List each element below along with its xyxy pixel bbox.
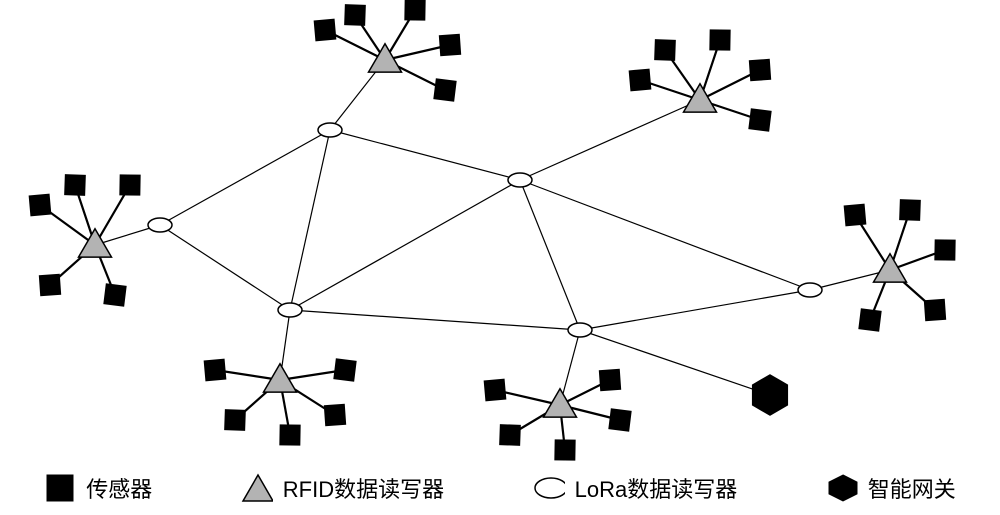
- lora-node: [318, 123, 342, 137]
- sensor-node: [859, 309, 881, 331]
- sensor-node: [345, 5, 366, 26]
- legend-label: 智能网关: [868, 472, 956, 504]
- rfid-node: [874, 254, 907, 282]
- sensor-node: [405, 0, 425, 20]
- sensor-node: [935, 240, 955, 260]
- legend-label: RFID数据读写器: [283, 472, 444, 504]
- lora-node: [508, 173, 532, 187]
- sensor-node: [710, 30, 730, 50]
- lora-node: [568, 323, 592, 337]
- sensor-node: [609, 409, 631, 431]
- sensor-node: [39, 274, 60, 295]
- square-icon: [44, 472, 76, 504]
- legend-item-gateway: 智能网关: [826, 472, 956, 504]
- sensor-node: [500, 425, 521, 446]
- gateway-node: [753, 375, 788, 415]
- ellipse-icon: [533, 472, 565, 504]
- legend-label: 传感器: [86, 472, 152, 504]
- lora-node: [798, 283, 822, 297]
- lora-node: [278, 303, 302, 317]
- sensor-node: [900, 200, 921, 221]
- legend: 传感器 RFID数据读写器 LoRa数据读写器 智能网关: [0, 460, 1000, 515]
- sensor-node: [555, 440, 575, 460]
- sensor-node: [484, 379, 506, 401]
- triangle-icon: [241, 472, 273, 504]
- sensor-node: [434, 79, 456, 101]
- sensor-node: [65, 175, 86, 196]
- sensor-node: [655, 40, 676, 61]
- sensor-node: [844, 204, 866, 226]
- sensor-node: [280, 425, 300, 445]
- legend-item-sensor: 传感器: [44, 472, 152, 504]
- hexagon-icon: [826, 472, 858, 504]
- sensor-node: [29, 194, 51, 216]
- sensor-node: [334, 359, 356, 381]
- sensor-node: [104, 284, 126, 306]
- sensor-node: [749, 109, 771, 131]
- sensor-node: [924, 299, 945, 320]
- sensor-node: [439, 34, 460, 55]
- sensor-node: [120, 175, 140, 195]
- legend-label: LoRa数据读写器: [575, 472, 738, 504]
- lora-node: [148, 218, 172, 232]
- sensor-node: [314, 19, 336, 41]
- rfid-node: [684, 84, 717, 112]
- sensor-node: [749, 59, 770, 80]
- network-diagram: [0, 0, 1000, 515]
- sensor-node: [629, 69, 651, 91]
- legend-item-rfid: RFID数据读写器: [241, 472, 444, 504]
- rfid-node: [79, 229, 112, 257]
- sensor-node: [204, 359, 226, 381]
- sensor-node: [599, 369, 620, 390]
- sensor-node: [225, 410, 246, 431]
- legend-item-lora: LoRa数据读写器: [533, 472, 738, 504]
- sensor-node: [324, 404, 345, 425]
